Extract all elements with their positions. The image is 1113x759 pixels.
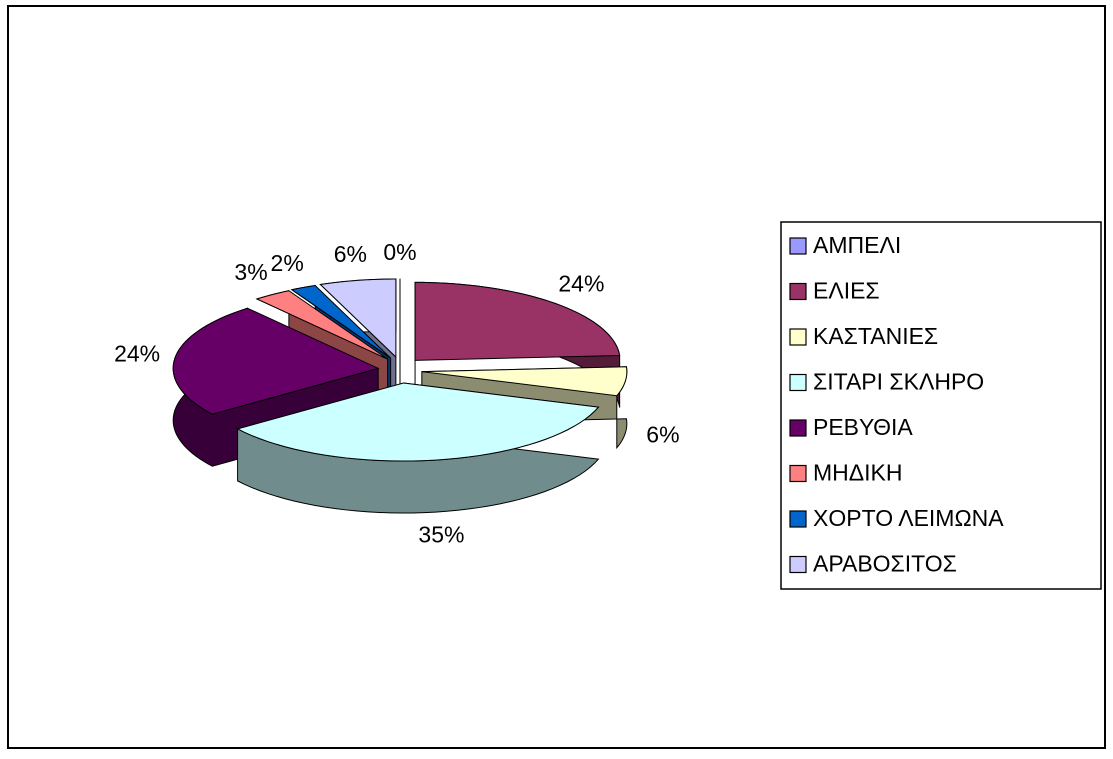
legend-label: ΚΑΣΤΑΝΙΕΣ: [813, 323, 938, 349]
legend-swatch: [789, 328, 807, 346]
legend-label: ΕΛΙΕΣ: [813, 278, 880, 304]
legend-swatch: [789, 282, 807, 301]
slice: [421, 366, 628, 397]
data-label: 6%: [646, 422, 679, 448]
legend-label: ΑΜΠΕΛΙ: [813, 232, 901, 258]
legend-swatch: [789, 510, 807, 528]
slice: [236, 382, 600, 462]
legend-label: ΡΕΒΥΘΙΑ: [813, 414, 913, 440]
slice: [172, 307, 380, 415]
slice: [319, 278, 397, 359]
legend-label: ΧΟΡΤΟ ΛΕΙΜΩΝΑ: [813, 505, 1004, 531]
legend-swatch: [789, 464, 807, 483]
slice: [290, 285, 391, 359]
data-label: 3%: [234, 259, 267, 285]
legend-swatch: [789, 373, 807, 392]
slice: [414, 281, 621, 361]
legend-box: [780, 221, 1102, 590]
slice: [255, 290, 388, 360]
legend-swatch: [789, 555, 807, 574]
data-label: 6%: [334, 241, 367, 267]
legend-label: ΑΡΑΒΟΣΙΤΟΣ: [813, 551, 957, 577]
legend-label: ΣΙΤΑΡΙ ΣΚΛΗΡΟ: [813, 369, 984, 395]
data-label: 24%: [114, 341, 160, 367]
data-label: 0%: [383, 239, 416, 265]
legend-swatch: [789, 419, 807, 437]
legend-swatch: [789, 237, 807, 255]
data-label: 24%: [558, 271, 604, 297]
data-label: 35%: [418, 522, 464, 548]
data-label: 2%: [271, 250, 304, 276]
legend-label: ΜΗΔΙΚΗ: [813, 460, 902, 486]
